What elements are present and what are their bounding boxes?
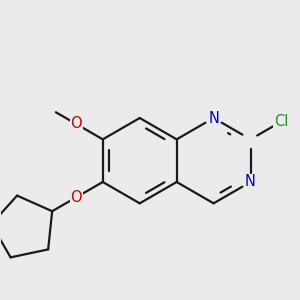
Text: O: O — [70, 116, 82, 131]
Text: O: O — [70, 190, 82, 205]
Text: N: N — [208, 110, 219, 125]
Text: Cl: Cl — [274, 114, 288, 129]
Text: N: N — [245, 175, 256, 190]
